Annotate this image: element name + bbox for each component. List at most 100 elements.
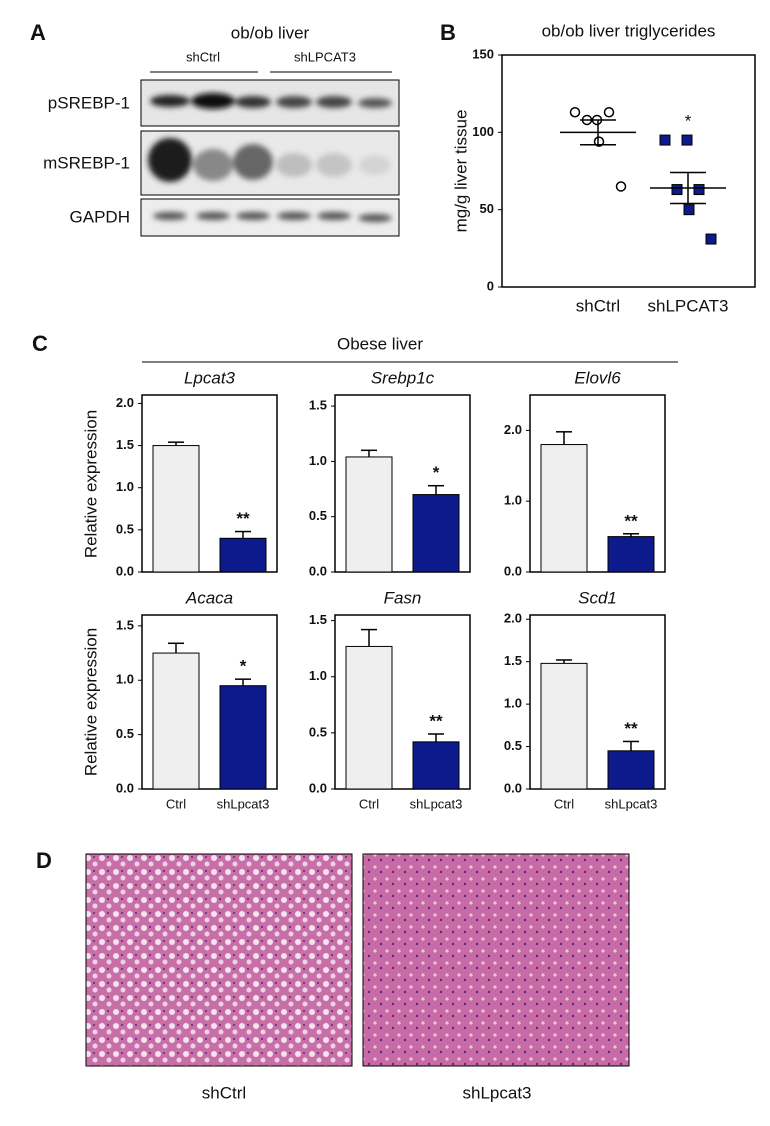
data-point <box>593 136 605 147</box>
data-point <box>671 184 683 196</box>
group-label: shLPCAT3 <box>294 49 356 64</box>
plot-frame <box>529 614 666 790</box>
y-tick-label: 1.5 <box>309 612 327 627</box>
data-point <box>705 233 717 245</box>
y-tick-label: 1.0 <box>504 493 522 508</box>
significance: ** <box>236 509 250 528</box>
bar <box>219 537 267 573</box>
y-tick-label: 0.0 <box>504 563 522 578</box>
bar <box>607 750 655 790</box>
bar <box>412 741 460 790</box>
x-tick-label: shCtrl <box>576 296 620 315</box>
panel-letter: B <box>440 20 456 45</box>
chart-title: Elovl6 <box>574 368 621 387</box>
y-tick-label: 1.5 <box>504 653 522 668</box>
plot-frame <box>141 614 278 790</box>
x-tick-label: shLPCAT3 <box>648 296 729 315</box>
chart-title: Lpcat3 <box>184 368 236 387</box>
data-point <box>615 181 627 192</box>
histology-image <box>85 853 353 1067</box>
bar <box>152 445 200 573</box>
image-label: shCtrl <box>202 1083 246 1102</box>
data-point <box>659 134 671 146</box>
y-tick-label: 2.0 <box>116 395 134 410</box>
y-tick-label: 1.5 <box>116 437 134 452</box>
y-tick-label: 50 <box>480 201 494 216</box>
histology-image <box>362 853 630 1067</box>
bar <box>540 662 588 790</box>
row-label: GAPDH <box>70 207 130 226</box>
y-tick-label: 0.5 <box>116 521 134 536</box>
y-tick-label: 1.0 <box>309 668 327 683</box>
blot-title: ob/ob liver <box>231 23 310 42</box>
y-tick-label: 1.5 <box>116 617 134 632</box>
chart-title: Srebp1c <box>371 368 435 387</box>
panel-title: Obese liver <box>337 334 423 353</box>
group-label: shCtrl <box>186 49 220 64</box>
y-tick-label: 0.0 <box>309 780 327 795</box>
y-tick-label: 1.0 <box>116 479 134 494</box>
chart-title: Fasn <box>384 588 422 607</box>
y-tick-label: 2.0 <box>504 422 522 437</box>
x-tick-label: Ctrl <box>166 796 186 811</box>
y-tick-label: 1.0 <box>309 453 327 468</box>
blot-image <box>140 79 400 237</box>
y-tick-label: 1.5 <box>309 398 327 413</box>
data-point <box>683 204 695 216</box>
y-axis-label: mg/g liver tissue <box>451 110 470 233</box>
data-point <box>681 134 693 146</box>
plot-frame <box>334 394 471 573</box>
plot-frame <box>334 614 471 790</box>
panel-letter: A <box>30 20 46 45</box>
y-tick-label: 0.0 <box>309 563 327 578</box>
bar <box>219 685 267 790</box>
image-label: shLpcat3 <box>463 1083 532 1102</box>
y-tick-label: 2.0 <box>504 611 522 626</box>
row-label: pSREBP-1 <box>48 93 130 112</box>
data-point <box>693 184 705 196</box>
significance: ** <box>624 511 638 530</box>
y-tick-label: 0.5 <box>309 508 327 523</box>
plot-frame <box>141 394 278 573</box>
y-tick-label: 1.0 <box>504 696 522 711</box>
bar <box>540 444 588 573</box>
bar <box>412 494 460 573</box>
data-point <box>569 106 581 118</box>
x-tick-label: shLpcat3 <box>217 796 270 811</box>
data-point <box>603 106 615 118</box>
significance: * <box>685 112 692 131</box>
y-tick-label: 150 <box>472 46 494 61</box>
plot-frame <box>501 54 756 288</box>
y-tick-label: 1.0 <box>116 672 134 687</box>
chart-title: Scd1 <box>578 588 617 607</box>
chart-title: Acaca <box>185 588 233 607</box>
significance: ** <box>429 711 443 730</box>
y-tick-label: 0.0 <box>116 563 134 578</box>
y-tick-label: 0.5 <box>116 726 134 741</box>
chart-title: ob/ob liver triglycerides <box>542 21 716 40</box>
y-tick-label: 0.5 <box>309 724 327 739</box>
panel-letter: D <box>36 848 52 873</box>
row-label: mSREBP-1 <box>43 153 130 172</box>
y-tick-label: 0 <box>487 278 494 293</box>
x-tick-label: Ctrl <box>554 796 574 811</box>
bar <box>607 536 655 573</box>
bar <box>152 652 200 790</box>
significance: * <box>240 657 247 676</box>
plot-frame <box>529 394 666 573</box>
y-tick-label: 0.0 <box>504 780 522 795</box>
y-axis-label: Relative expression <box>81 410 100 558</box>
x-tick-label: shLpcat3 <box>410 796 463 811</box>
panel-letter: C <box>32 331 48 356</box>
y-tick-label: 0.5 <box>504 738 522 753</box>
significance: * <box>433 463 440 482</box>
y-axis-label: Relative expression <box>81 628 100 776</box>
y-tick-label: 0.0 <box>116 780 134 795</box>
bar <box>345 645 393 790</box>
x-tick-label: Ctrl <box>359 796 379 811</box>
x-tick-label: shLpcat3 <box>605 796 658 811</box>
y-tick-label: 100 <box>472 124 494 139</box>
significance: ** <box>624 719 638 738</box>
bar <box>345 456 393 573</box>
